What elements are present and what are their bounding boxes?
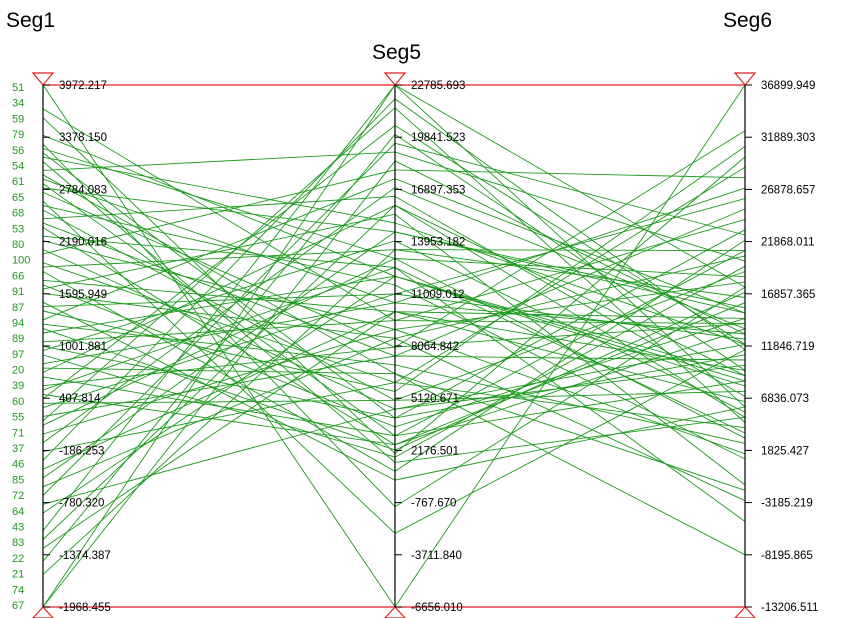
labels-layer: 3972.217 3378.150 2784.083 2190.016 1595.949… <box>6 9 818 614</box>
tick-label: 31889.303 <box>761 132 815 144</box>
tick-label: 16857.365 <box>761 289 815 301</box>
case-label: 34 <box>12 98 24 110</box>
series-line <box>42 133 746 562</box>
case-label: 83 <box>12 537 24 549</box>
case-label: 37 <box>12 443 24 455</box>
series-line <box>42 174 746 491</box>
tick-label: 6836.073 <box>761 393 809 405</box>
tick-label: 21868.011 <box>761 237 815 249</box>
case-label: 39 <box>12 380 24 392</box>
case-label: 20 <box>12 365 24 377</box>
axis-title: Seg6 <box>723 9 772 32</box>
series-line <box>42 343 746 505</box>
series-line <box>42 249 746 298</box>
case-label: 21 <box>12 569 24 581</box>
series-line <box>42 235 746 522</box>
tick-label: 26878.657 <box>761 184 815 196</box>
case-label: 66 <box>12 270 24 282</box>
tick-label: 11009.012 <box>411 289 465 301</box>
case-label: 55 <box>12 412 24 424</box>
tick-label: 5120.671 <box>411 393 459 405</box>
series-line <box>42 323 746 387</box>
axes-layer <box>31 72 757 618</box>
case-label: 80 <box>12 239 24 251</box>
axis-max-handle-icon[interactable] <box>733 72 757 86</box>
case-label: 79 <box>12 129 24 141</box>
tick-label: -6656.010 <box>411 602 463 614</box>
case-label: 67 <box>12 600 24 612</box>
axis-max-handle-icon[interactable] <box>383 72 407 86</box>
tick-label: 19841.523 <box>411 132 465 144</box>
series-line <box>42 98 746 461</box>
case-label: 85 <box>12 474 24 486</box>
case-label: 43 <box>12 522 24 534</box>
tick-label: 11846.719 <box>761 341 815 353</box>
tick-label: 13953.182 <box>411 237 465 249</box>
series-line <box>42 208 746 357</box>
tick-label: -3711.840 <box>411 550 462 562</box>
case-label: 89 <box>12 333 24 345</box>
series-line <box>42 204 746 540</box>
case-label: 51 <box>12 82 24 94</box>
axis-min-handle-icon[interactable] <box>384 606 406 618</box>
case-label: 71 <box>12 427 24 439</box>
case-label: 72 <box>12 490 24 502</box>
case-label: 97 <box>12 349 24 361</box>
case-label: 22 <box>12 553 24 565</box>
tick-label: 36899.949 <box>761 80 815 92</box>
case-label: 100 <box>12 255 30 267</box>
tick-label: -1968.455 <box>59 602 111 614</box>
tick-label: 2784.083 <box>59 184 107 196</box>
tick-label: -13206.511 <box>761 602 818 614</box>
series-line <box>42 146 746 392</box>
tick-label: 2176.501 <box>411 445 459 457</box>
case-label: 59 <box>12 113 24 125</box>
case-label: 61 <box>12 176 24 188</box>
axis-min-handle-icon[interactable] <box>734 606 756 618</box>
case-label: 56 <box>12 145 24 157</box>
case-label: 64 <box>12 506 24 518</box>
series-line <box>42 130 746 348</box>
axis-min-handle-icon[interactable] <box>32 606 54 618</box>
case-label: 60 <box>12 396 24 408</box>
tick-label: 407.814 <box>59 393 101 405</box>
tick-label: -1374.387 <box>59 550 111 562</box>
tick-label: 3378.150 <box>59 132 107 144</box>
tick-label: 1595.949 <box>59 289 107 301</box>
tick-label: 22785.693 <box>411 80 465 92</box>
tick-label: 8064.842 <box>411 341 459 353</box>
axis-title: Seg1 <box>6 9 55 32</box>
case-label: 91 <box>12 286 24 298</box>
tick-label: 3972.217 <box>59 80 107 92</box>
case-label: 87 <box>12 302 24 314</box>
polylines-layer <box>42 84 746 608</box>
case-label: 65 <box>12 192 24 204</box>
case-label: 94 <box>12 317 24 329</box>
axis-max-handle-icon[interactable] <box>31 72 55 86</box>
series-line <box>42 205 746 460</box>
case-label: 46 <box>12 459 24 471</box>
tick-label: 1001.881 <box>59 341 107 353</box>
case-label: 68 <box>12 208 24 220</box>
tick-label: -767.670 <box>411 498 456 510</box>
case-label: 54 <box>12 160 24 172</box>
case-label: 53 <box>12 223 24 235</box>
tick-label: -780.320 <box>59 498 104 510</box>
tick-label: -8195.865 <box>761 550 813 562</box>
case-label: 74 <box>12 584 24 596</box>
tick-label: -186.253 <box>59 445 104 457</box>
series-line <box>42 204 746 377</box>
axis-title: Seg5 <box>372 41 421 64</box>
tick-label: -3185.219 <box>761 498 813 510</box>
tick-label: 16897.353 <box>411 184 465 196</box>
tick-label: 2190.016 <box>59 237 107 249</box>
tick-label: 1825.427 <box>761 445 809 457</box>
